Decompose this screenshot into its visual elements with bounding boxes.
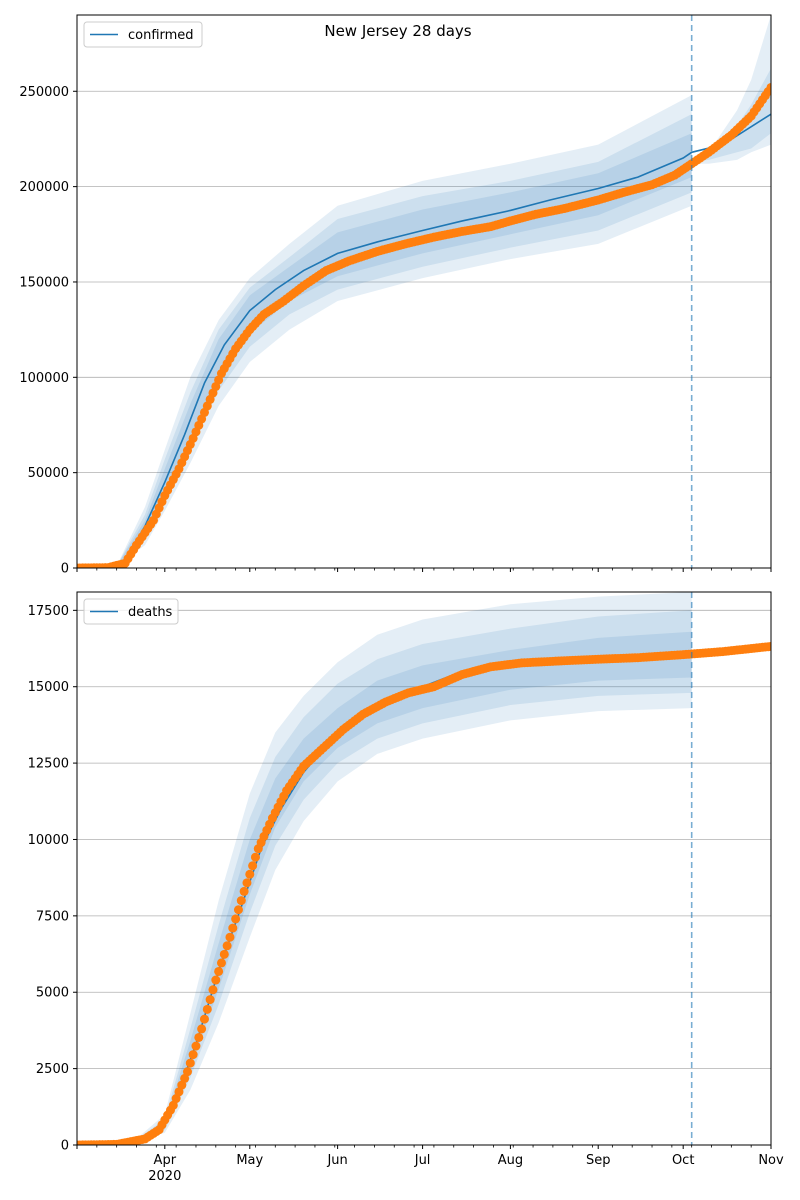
x-tick-label: Oct	[672, 1153, 694, 1168]
y-tick-label: 17500	[28, 604, 69, 619]
y-tick-label: 250000	[19, 85, 69, 100]
x-tick-label: Jun	[326, 1153, 347, 1168]
y-tick-label: 12500	[28, 757, 69, 772]
y-tick-label: 100000	[19, 371, 69, 386]
uncertainty-band	[116, 114, 692, 567]
y-tick-label: 2500	[36, 1062, 69, 1077]
observed-point	[231, 914, 241, 924]
model-line	[77, 113, 771, 568]
observed-point	[211, 975, 221, 985]
observed-point	[250, 852, 260, 862]
observed-point	[182, 1067, 192, 1077]
observed-point	[199, 1014, 209, 1024]
observed-point	[194, 1032, 204, 1042]
y-tick-label: 0	[61, 562, 69, 577]
observed-point	[191, 1041, 201, 1051]
legend-label: confirmed	[128, 28, 194, 43]
x-tick-label: May	[236, 1153, 263, 1168]
uncertainty-band	[130, 592, 692, 1144]
axes-frame	[76, 591, 772, 1146]
axes-frame	[76, 14, 772, 569]
legend-box	[83, 598, 179, 625]
observed-point	[180, 1073, 190, 1083]
x-tick-label: Sep	[586, 1153, 611, 1168]
y-tick-label: 15000	[28, 680, 69, 695]
observed-point	[766, 82, 771, 92]
legend: confirmed	[83, 21, 203, 48]
observed-point	[245, 869, 255, 879]
observed-point	[168, 1100, 178, 1110]
confirmed-panel: 0 50000 100000 150000 200000 250000 New Jersey…	[19, 14, 772, 577]
observed-point	[185, 1058, 195, 1068]
observed-point	[197, 1024, 207, 1034]
x-tick-label: Nov	[758, 1153, 784, 1168]
uncertainty-band	[130, 610, 692, 1144]
observed-point	[219, 949, 229, 959]
legend-box	[83, 21, 203, 48]
x-tick-label: Aug	[498, 1153, 523, 1168]
observed-point	[202, 1004, 212, 1014]
x-tick-label: Jul	[414, 1153, 431, 1168]
uncertainty-band	[691, 68, 771, 162]
y-tick-label: 0	[61, 1139, 69, 1154]
observed-point	[188, 1050, 198, 1060]
y-tick-label: 7500	[36, 909, 69, 924]
y-tick-label: 50000	[28, 466, 69, 481]
observed-point	[205, 995, 215, 1005]
observed-point	[171, 1094, 181, 1104]
y-tick-label: 200000	[19, 180, 69, 195]
observed-point	[174, 1087, 184, 1097]
observed-point	[177, 1080, 187, 1090]
chart-title: New Jersey 28 days	[324, 22, 471, 40]
observed-point	[208, 985, 218, 995]
observed-point	[222, 941, 232, 951]
plot-area	[77, 15, 771, 568]
y-tick-label: 5000	[36, 986, 69, 1001]
observed-point	[248, 861, 258, 871]
observed-point	[242, 878, 252, 888]
x-tick-label: Apr 2020	[148, 1153, 181, 1184]
observed-point	[766, 641, 771, 651]
y-tick-label: 10000	[28, 833, 69, 848]
observed-point	[233, 905, 243, 915]
y-tick-label: 150000	[19, 275, 69, 290]
observed-point	[228, 923, 238, 933]
observed-point	[214, 966, 224, 976]
deaths-panel: 0 2500 5000 7500 10000 12500 15000 17500 Apr 2020…	[28, 591, 784, 1184]
observed-point	[225, 932, 235, 942]
legend: deaths	[83, 598, 179, 625]
legend-label: deaths	[128, 605, 173, 620]
observed-point	[239, 886, 249, 896]
observed-point	[236, 896, 246, 906]
plot-area	[77, 592, 771, 1145]
observed-point	[216, 958, 226, 968]
